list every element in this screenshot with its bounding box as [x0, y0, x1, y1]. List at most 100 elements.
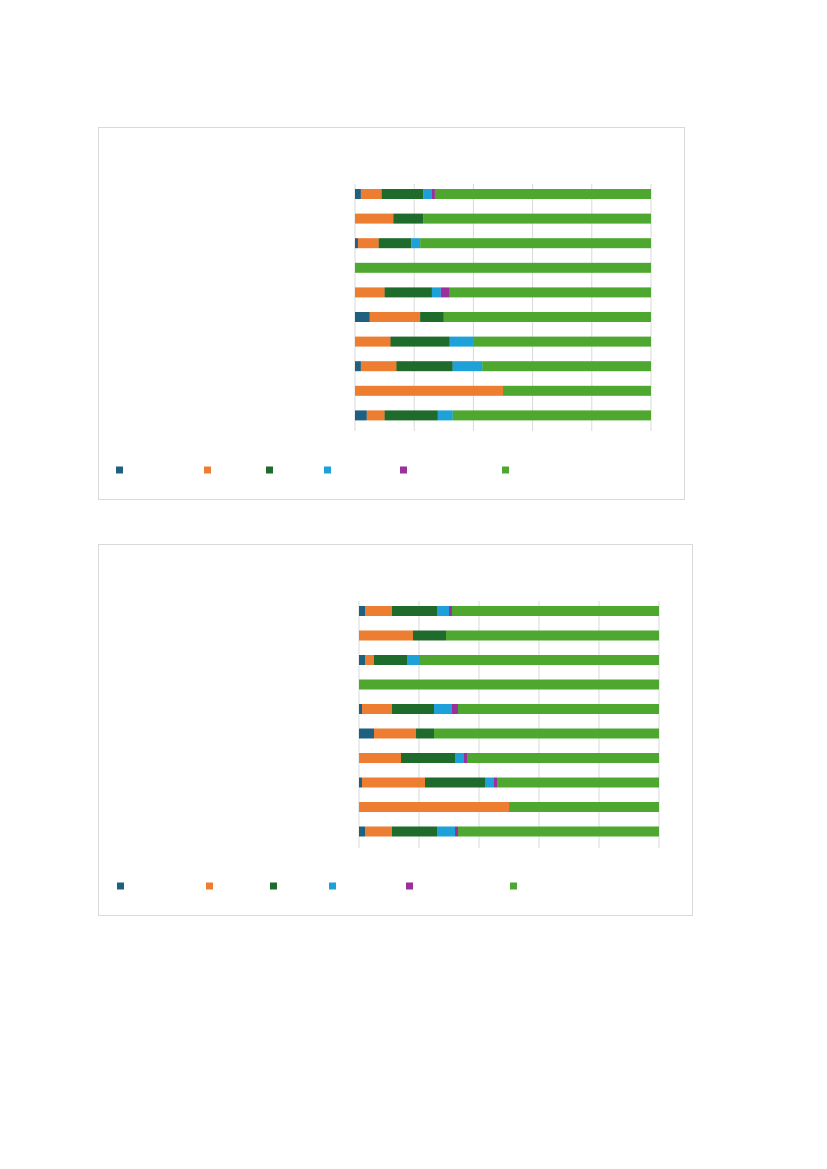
- bar-segment-row1-series4: [423, 189, 432, 199]
- bar-segment-row1-series3: [392, 606, 437, 616]
- bar-segment-row9-series6: [509, 802, 659, 812]
- stacked-bar-chart-1: [98, 127, 685, 500]
- stacked-bar-chart-2: [98, 544, 693, 916]
- legend-swatch-series6: [510, 882, 517, 890]
- bar-segment-row7-series2: [359, 753, 401, 763]
- bar-segment-row7-series6: [467, 753, 659, 763]
- bar-segment-row4-series6: [355, 262, 651, 273]
- bar-segment-row8-series3: [396, 361, 453, 372]
- bar-segment-row10-series2: [365, 826, 392, 837]
- bar-segment-row9-series6: [503, 385, 651, 396]
- bar-segment-row10-series1: [355, 410, 367, 421]
- bar-segment-row2-series3: [413, 630, 446, 641]
- bar-segment-row5-series5: [452, 704, 458, 714]
- legend-swatch-series3: [266, 466, 273, 474]
- bar-segment-row2-series6: [423, 213, 651, 224]
- bar-segment-row3-series4: [411, 238, 421, 249]
- bar-segment-row8-series1: [359, 777, 362, 788]
- bar-segment-row7-series4: [455, 753, 464, 763]
- chart-1-plot: [116, 184, 652, 474]
- bar-segment-row5-series2: [355, 287, 385, 298]
- bar-segment-row1-series1: [355, 189, 361, 199]
- bar-segment-row6-series6: [443, 312, 651, 322]
- bar-segment-row7-series4: [449, 336, 474, 347]
- bar-segment-row3-series3: [374, 655, 407, 665]
- bar-segment-row3-series1: [355, 238, 358, 249]
- bar-segment-row1-series5: [449, 606, 452, 616]
- legend-swatch-series6: [502, 466, 509, 474]
- bar-segment-row2-series6: [446, 630, 659, 641]
- bar-segment-row3-series2: [357, 238, 379, 249]
- bar-segment-row8-series5: [494, 777, 497, 788]
- bar-segment-row3-series2: [365, 655, 374, 665]
- bar-segment-row5-series5: [440, 287, 450, 298]
- bar-segment-row7-series3: [390, 336, 450, 347]
- bar-segment-row5-series4: [431, 287, 441, 298]
- bar-segment-row4-series6: [359, 679, 659, 690]
- legend-swatch-series1: [116, 466, 123, 474]
- bar-segment-row6-series6: [434, 728, 659, 739]
- bar-segment-row6-series2: [369, 312, 421, 322]
- bar-segment-row1-series6: [434, 189, 651, 199]
- bar-segment-row8-series2: [360, 361, 397, 372]
- bar-segment-row7-series3: [401, 753, 455, 763]
- bar-segment-row1-series6: [452, 606, 659, 616]
- bar-segment-row5-series4: [434, 704, 452, 714]
- bar-segment-row3-series6: [420, 238, 651, 249]
- bar-segment-row3-series3: [378, 238, 412, 249]
- bar-segment-row1-series5: [431, 189, 435, 199]
- bar-segment-row9-series2: [359, 802, 509, 812]
- bar-segment-row8-series4: [452, 361, 483, 372]
- legend-swatch-series4: [324, 466, 331, 474]
- bar-segment-row9-series2: [355, 385, 503, 396]
- bar-segment-row8-series6: [482, 361, 651, 372]
- bar-segment-row3-series1: [359, 655, 365, 665]
- bar-segment-row7-series6: [473, 336, 651, 347]
- bar-segment-row2-series2: [355, 213, 394, 224]
- bar-segment-row10-series5: [455, 826, 458, 837]
- bar-segment-row1-series4: [437, 606, 449, 616]
- bar-segment-row10-series4: [437, 826, 455, 837]
- bar-segment-row5-series2: [362, 704, 392, 714]
- bar-segment-row8-series2: [362, 777, 425, 788]
- bar-segment-row2-series2: [359, 630, 413, 641]
- bar-segment-row8-series6: [497, 777, 659, 788]
- legend-swatch-series2: [204, 466, 211, 474]
- bar-segment-row10-series4: [437, 410, 453, 421]
- bar-segment-row6-series1: [359, 728, 374, 739]
- bar-segment-row8-series1: [355, 361, 361, 372]
- bar-segment-row6-series1: [355, 312, 370, 322]
- bar-segment-row7-series5: [464, 753, 467, 763]
- legend-swatch-series5: [400, 466, 407, 474]
- bar-segment-row1-series3: [381, 189, 424, 199]
- bar-segment-row10-series3: [392, 826, 437, 837]
- bar-segment-row5-series3: [392, 704, 434, 714]
- bar-segment-row8-series4: [485, 777, 494, 788]
- bar-segment-row8-series3: [425, 777, 485, 788]
- bar-segment-row10-series1: [359, 826, 365, 837]
- bar-segment-row7-series2: [355, 336, 391, 347]
- bar-segment-row10-series2: [366, 410, 385, 421]
- legend-swatch-series1: [117, 882, 124, 890]
- bar-segment-row10-series6: [452, 410, 651, 421]
- bar-segment-row1-series2: [365, 606, 392, 616]
- bar-segment-row5-series3: [384, 287, 432, 298]
- legend-swatch-series3: [270, 882, 277, 890]
- bar-segment-row2-series3: [393, 213, 424, 224]
- bar-segment-row1-series1: [359, 606, 365, 616]
- bar-segment-row6-series2: [374, 728, 416, 739]
- bar-segment-row6-series3: [420, 312, 444, 322]
- legend-swatch-series5: [406, 882, 413, 890]
- bar-segment-row10-series6: [458, 826, 659, 837]
- legend-swatch-series4: [329, 882, 336, 890]
- bar-segment-row3-series4: [407, 655, 419, 665]
- bar-segment-row6-series3: [416, 728, 434, 739]
- chart-2-plot: [117, 601, 660, 890]
- legend-swatch-series2: [206, 882, 213, 890]
- bar-segment-row5-series1: [359, 704, 362, 714]
- bar-segment-row3-series6: [419, 655, 659, 665]
- bar-segment-row10-series3: [384, 410, 438, 421]
- bar-segment-row5-series6: [458, 704, 659, 714]
- bar-segment-row1-series2: [360, 189, 382, 199]
- bar-segment-row5-series6: [449, 287, 651, 298]
